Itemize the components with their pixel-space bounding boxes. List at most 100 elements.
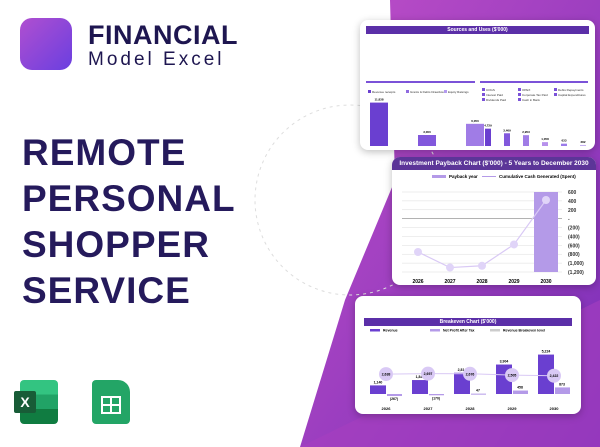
net-profit-bar: [555, 387, 570, 394]
legend-label: Cash in Bank: [522, 98, 540, 102]
breakeven-label: 2,676: [466, 372, 475, 376]
y-tick-label: 600: [568, 190, 577, 196]
legend-swatch: [368, 90, 371, 93]
y-tick-label: 200: [568, 208, 577, 214]
legend-label: Interest Paid: [486, 93, 503, 97]
y-tick-label: (600): [568, 243, 580, 249]
bar-label: 458: [517, 386, 523, 390]
legend-label: Grants & Debts Drawdowns: [410, 90, 448, 94]
legend-label: Debts Repayments: [558, 88, 584, 92]
bar: [542, 142, 548, 146]
revenue-bar: [412, 380, 428, 394]
legend-swatch: [432, 175, 446, 178]
breakeven-label: 2,638: [382, 373, 391, 377]
legend-label: COGS: [486, 88, 495, 92]
y-tick-label: (400): [568, 234, 580, 240]
legend-label: Revenue receipts: [372, 90, 396, 94]
bar-label: 3,000: [423, 130, 431, 134]
legend-swatch: [518, 98, 521, 101]
payback-title: Investment Payback Chart ($'000) - 5 Yea…: [392, 157, 596, 170]
x-tick-label: 2028: [466, 406, 476, 411]
title-line: SERVICE: [22, 270, 191, 311]
logo-icon: [20, 18, 72, 70]
legend-label: Equity Raisings: [448, 90, 469, 94]
y-tick-label: (200): [568, 226, 580, 232]
google-sheets-icon: [92, 380, 130, 424]
breakeven-chart: Revenue Net Profit After Tax Revenue Break…: [370, 329, 570, 411]
net-profit-bar: [387, 394, 402, 397]
sources-uses-card: Sources and Uses ($'000) Revenue receipt…: [360, 20, 595, 150]
sources-uses-title: Sources and Uses ($'000): [366, 26, 589, 34]
bar: [561, 143, 567, 146]
x-tick-label: 2026: [382, 406, 392, 411]
bar-label: 873: [559, 382, 565, 386]
legend-swatch: [482, 93, 485, 96]
cumulative-cash-line: [417, 199, 547, 269]
legend-swatch: [554, 88, 557, 91]
legend-label: Corporate Tax Paid: [522, 93, 548, 97]
payback-year-bar: [534, 192, 558, 272]
title-line: PERSONAL: [22, 178, 236, 219]
bar: [418, 135, 436, 146]
legend-swatch: [482, 98, 485, 101]
net-profit-bar: [513, 390, 528, 394]
bar-label: (267): [390, 397, 398, 401]
breakeven-title: Breakeven Chart ($'000): [364, 318, 572, 326]
breakeven-point: [463, 366, 477, 381]
x-tick-label: 2029: [508, 279, 519, 285]
sources-uses-chart: Revenue receipts Grants & Debts Drawdowns…: [366, 81, 588, 146]
y-tick-label: 400: [568, 199, 577, 205]
x-tick-label: 2027: [424, 406, 434, 411]
page-title: REMOTE PERSONAL SHOPPER SERVICE: [22, 130, 236, 314]
bar-label: 11,838: [374, 98, 383, 102]
bar-label: 3,469: [503, 128, 511, 132]
bar-label: 3,904: [500, 360, 509, 364]
legend-swatch: [554, 93, 557, 96]
legend-label: Cumulative Cash Generated (Spent): [499, 174, 576, 179]
legend-swatch: [518, 88, 521, 91]
bar-label: 5,224: [542, 350, 551, 354]
bar-label: 4,729: [484, 124, 492, 128]
breakeven-label: 2,697: [424, 372, 433, 376]
data-point: [414, 248, 422, 256]
x-tick-label: 2029: [508, 406, 518, 411]
legend-swatch: [370, 329, 380, 332]
data-point: [542, 196, 550, 204]
bar: [580, 144, 586, 146]
brand-subtitle: Model Excel: [88, 49, 225, 70]
bar-label: 282: [580, 140, 585, 144]
bar-label: (170): [432, 396, 440, 400]
bar-label: 1,848: [416, 375, 425, 379]
bar-label: 47: [476, 389, 480, 393]
legend-label: Payback year: [449, 174, 478, 179]
breakeven-point: [547, 368, 561, 383]
breakeven-label: 2,505: [508, 374, 517, 378]
y-tick-label: (800): [568, 252, 580, 258]
legend-swatch: [490, 329, 500, 332]
payback-chart: 600 400 200 - (200) (400) (600) (800) (1,000) (1,…: [402, 174, 584, 285]
legend-label: Net Profit After Tax: [443, 329, 475, 333]
legend-label: Capital Expenditures: [558, 93, 586, 97]
x-tick-label: 2030: [540, 279, 551, 285]
legend-label: Dividends Paid: [486, 98, 506, 102]
title-line: REMOTE: [22, 132, 187, 173]
legend-swatch: [430, 329, 440, 332]
legend-swatch: [444, 90, 447, 93]
bar-label: 1,140: [374, 380, 383, 384]
legend-swatch: [518, 93, 521, 96]
bar: [504, 133, 510, 146]
legend-label: Revenue Breakeven level: [503, 329, 545, 333]
bar-label: 633: [561, 139, 566, 143]
bar: [523, 135, 529, 146]
breakeven-point: [379, 367, 393, 382]
bar: [466, 123, 484, 146]
bar-label: 6,050: [471, 119, 479, 123]
revenue-bar: [538, 354, 554, 394]
x-tick-label: 2026: [412, 279, 423, 285]
x-tick-label: 2028: [476, 279, 487, 285]
legend-label: OPEX: [522, 88, 530, 92]
y-tick-label: -: [568, 217, 570, 223]
title-line: SHOPPER: [22, 224, 210, 265]
y-tick-label: (1,000): [568, 261, 584, 267]
breakeven-label: 2,422: [550, 374, 559, 378]
